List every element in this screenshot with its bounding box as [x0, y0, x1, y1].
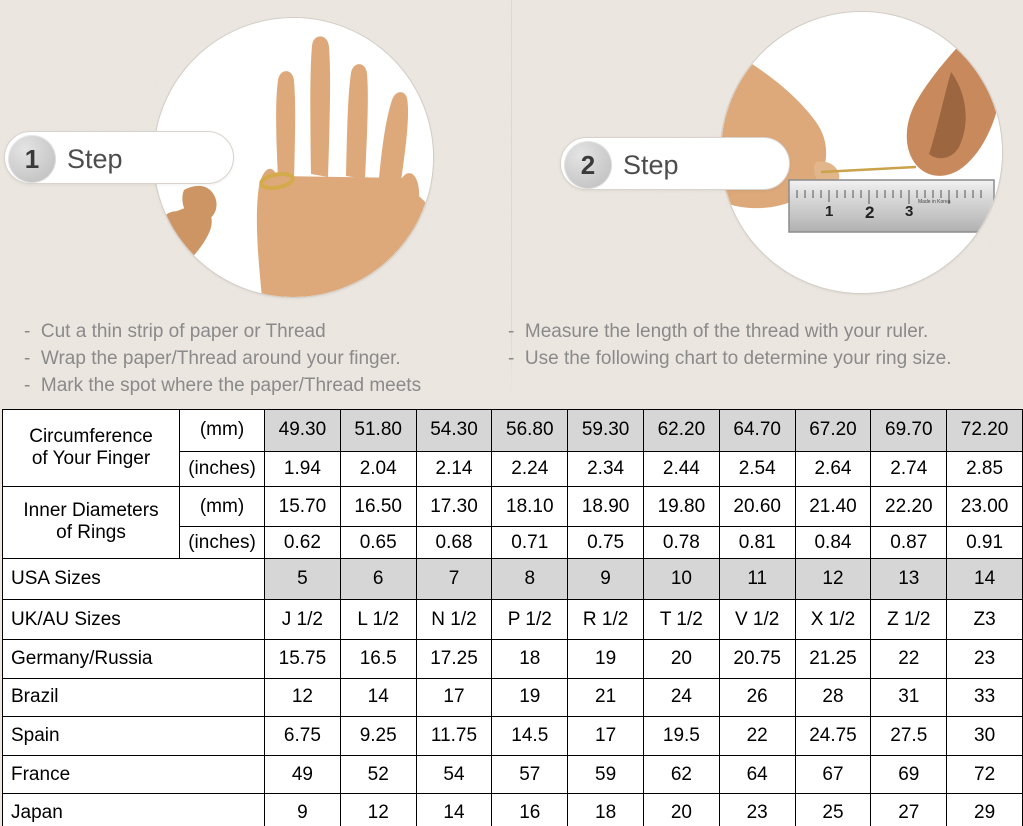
svg-text:3: 3: [905, 203, 913, 220]
svg-text:Made in Korea: Made in Korea: [918, 199, 951, 205]
svg-text:1: 1: [825, 203, 833, 220]
svg-text:2: 2: [865, 203, 874, 222]
